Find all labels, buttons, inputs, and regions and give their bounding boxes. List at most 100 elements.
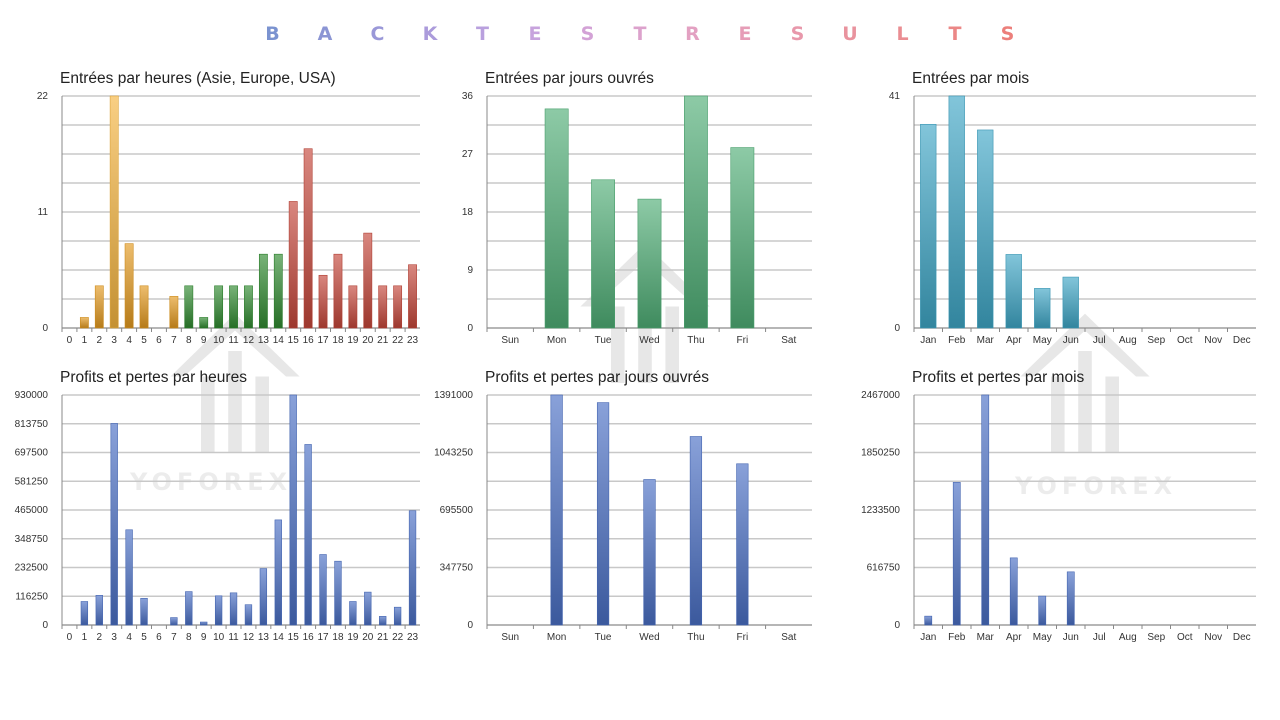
x-tick-label: 12 — [243, 335, 255, 346]
y-tick-label: 581250 — [15, 476, 49, 487]
x-tick-label: 16 — [303, 335, 315, 346]
bar-7 — [170, 617, 178, 626]
bar-Jun — [1062, 276, 1079, 329]
x-tick-label: Jan — [920, 632, 936, 643]
bar-14 — [273, 253, 283, 329]
x-tick-label: 19 — [347, 632, 359, 643]
x-tick-label: 20 — [362, 632, 374, 643]
x-tick-label: Jul — [1093, 335, 1106, 346]
x-tick-label: Nov — [1204, 335, 1222, 346]
x-tick-label: 11 — [228, 632, 239, 643]
x-tick-label: May — [1033, 335, 1052, 346]
x-tick-label: 1 — [82, 632, 88, 643]
y-tick-label: 11 — [38, 207, 49, 218]
bar-8 — [185, 591, 193, 626]
title-letter: R — [685, 23, 700, 45]
x-tick-label: 14 — [273, 632, 285, 643]
x-tick-label: Nov — [1204, 632, 1222, 643]
x-tick-label: 7 — [171, 632, 177, 643]
x-tick-label: Oct — [1177, 632, 1193, 643]
y-tick-label: 930000 — [15, 390, 49, 401]
y-tick-label: 1391000 — [434, 390, 473, 401]
chart-entries-by-weekday: Entrées par jours ouvrés 36 27 18 9 0 Sun Mon Tu… — [462, 66, 816, 350]
y-tick-label: 813750 — [15, 419, 49, 430]
x-tick-label: 20 — [362, 335, 374, 346]
bar-5 — [139, 285, 149, 329]
chart-title: Profits et pertes par mois — [912, 369, 1085, 386]
x-tick-label: 7 — [171, 335, 177, 346]
x-tick-label: 18 — [332, 632, 344, 643]
y-tick-label: 348750 — [15, 534, 49, 545]
x-tick-label: Sun — [501, 335, 519, 346]
x-tick-label: Mon — [547, 632, 566, 643]
bar-22 — [393, 606, 402, 626]
x-tick-label: Fri — [737, 335, 749, 346]
y-tick-label: 465000 — [15, 505, 49, 516]
bar-9 — [200, 621, 208, 626]
y-tick-label: 232500 — [15, 563, 49, 574]
bar-Apr — [1005, 254, 1022, 329]
x-tick-label: 21 — [377, 335, 389, 346]
x-tick-label: 22 — [392, 335, 404, 346]
chart-title: Entrées par heures (Asie, Europe, USA) — [60, 70, 336, 87]
x-tick-label: Apr — [1006, 335, 1022, 346]
title-letter: E — [738, 23, 752, 45]
x-tick-label: Jun — [1063, 632, 1079, 643]
bar-15 — [288, 201, 298, 329]
chart-svg: Entrées par mois 41 0 Jan Feb Mar Apr May Jun Jul… — [889, 70, 1256, 346]
chart-title: Entrées par jours ouvrés — [485, 70, 654, 87]
bar-3 — [109, 95, 119, 329]
y-tick-label: 116250 — [15, 591, 48, 602]
bar-May — [1038, 595, 1047, 626]
bar-8 — [184, 285, 194, 329]
chart-title: Profits et pertes par jours ouvrés — [485, 369, 709, 386]
x-tick-label: Tue — [595, 335, 612, 346]
y-tick-label: 36 — [462, 91, 474, 102]
x-tick-label: 23 — [407, 335, 419, 346]
y-tick-label: 616750 — [867, 563, 901, 574]
x-tick-label: Tue — [595, 632, 612, 643]
y-tick-label: 347750 — [440, 563, 474, 574]
chart-title: Profits et pertes par heures — [60, 369, 247, 386]
bar-18 — [333, 253, 343, 329]
bar-Mar — [981, 394, 990, 626]
bar-Thu — [684, 95, 708, 329]
x-tick-label: 21 — [377, 632, 389, 643]
y-tick-label: 0 — [42, 620, 48, 631]
x-tick-label: 11 — [228, 335, 239, 346]
x-tick-label: Apr — [1006, 632, 1022, 643]
title-letter: E — [528, 23, 542, 45]
bar-16 — [303, 148, 313, 329]
bar-17 — [318, 274, 328, 329]
x-tick-label: 13 — [258, 335, 270, 346]
x-tick-label: Thu — [687, 632, 704, 643]
bar-5 — [140, 597, 148, 626]
x-tick-label: 22 — [392, 632, 404, 643]
x-tick-label: Jan — [920, 335, 936, 346]
y-tick-label: 18 — [462, 207, 474, 218]
bar-16 — [304, 444, 312, 626]
y-tick-label: 41 — [889, 91, 901, 102]
x-tick-label: 12 — [243, 632, 255, 643]
x-tick-label: Jun — [1063, 335, 1079, 346]
x-tick-label: 19 — [347, 335, 359, 346]
bar-Tue — [596, 402, 610, 626]
bar-23 — [408, 510, 417, 626]
chart-svg: Entrées par heures (Asie, Europe, USA) 22… — [37, 70, 420, 346]
x-tick-label: Wed — [639, 632, 659, 643]
x-tick-label: Jul — [1093, 632, 1106, 643]
bar-Feb — [948, 95, 965, 329]
bar-Apr — [1009, 557, 1018, 626]
bar-18 — [334, 560, 342, 626]
bar-Mon — [550, 394, 563, 626]
y-tick-label: 9 — [467, 265, 473, 276]
watermark-text: YOFOREX — [1015, 472, 1178, 500]
y-tick-label: 1233500 — [861, 505, 900, 516]
title-letter: B — [265, 23, 280, 45]
bar-Jan — [920, 123, 937, 329]
bar-Mon — [544, 108, 569, 329]
title-letter: K — [422, 23, 438, 45]
y-tick-label: 1850250 — [861, 448, 900, 459]
x-tick-label: 17 — [317, 335, 329, 346]
